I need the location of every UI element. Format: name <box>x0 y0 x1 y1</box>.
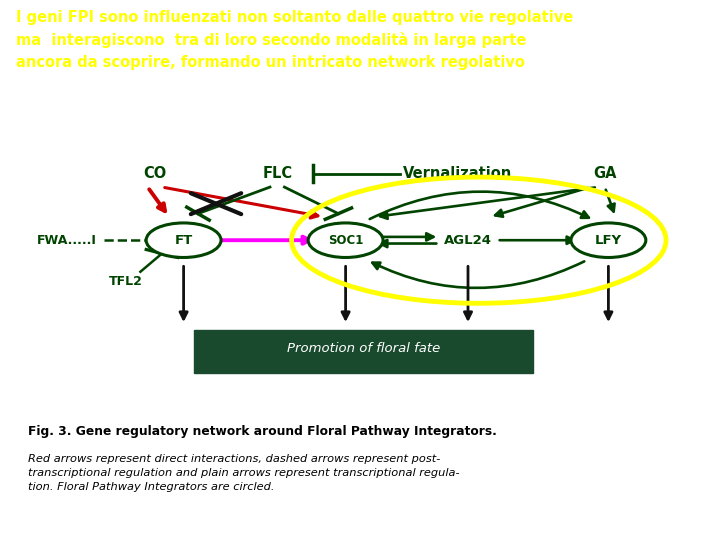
Circle shape <box>571 223 646 258</box>
Text: I geni FPI sono influenzati non soltanto dalle quattro vie regolative
ma  intera: I geni FPI sono influenzati non soltanto… <box>17 10 574 70</box>
Text: Red arrows represent direct interactions, dashed arrows represent post-
transcri: Red arrows represent direct interactions… <box>28 455 459 491</box>
Text: Fig. 3. Gene regulatory network around Floral Pathway Integrators.: Fig. 3. Gene regulatory network around F… <box>28 425 497 438</box>
Text: Promotion of floral fate: Promotion of floral fate <box>287 342 440 355</box>
Text: Vernalization: Vernalization <box>402 166 512 181</box>
Text: FWA.....I: FWA.....I <box>37 234 97 247</box>
Text: FLC: FLC <box>262 166 292 181</box>
Circle shape <box>146 223 221 258</box>
Text: SOC1: SOC1 <box>328 234 364 247</box>
Text: LFY: LFY <box>595 234 622 247</box>
Text: TFL2: TFL2 <box>109 275 143 288</box>
Text: GA: GA <box>593 166 616 181</box>
Text: AGL24: AGL24 <box>444 234 492 247</box>
Text: CO: CO <box>143 166 166 181</box>
Circle shape <box>308 223 383 258</box>
Text: FT: FT <box>174 234 193 247</box>
FancyBboxPatch shape <box>194 330 533 373</box>
